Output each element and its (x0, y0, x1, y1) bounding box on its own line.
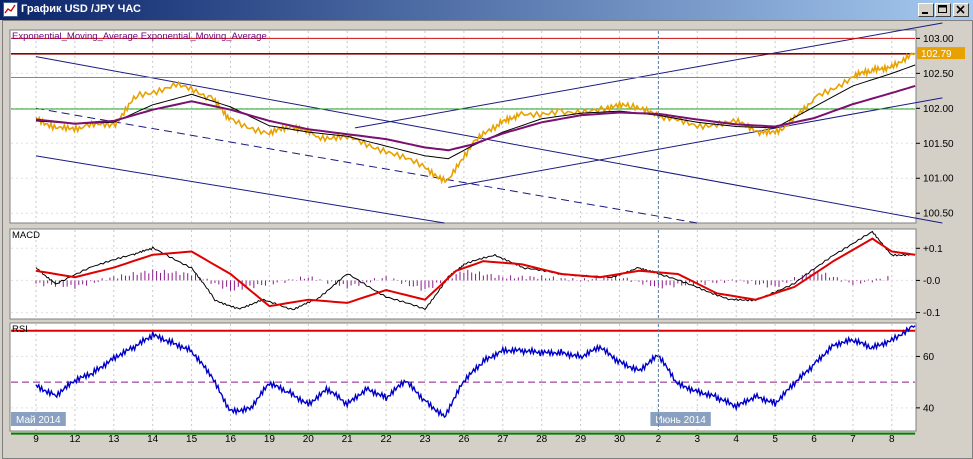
current-price-tag (917, 47, 965, 60)
maximize-icon (938, 5, 947, 13)
time-axis: 9 12 13 14 15 16 19 20 21 22 23 26 27 28 29 30 2 3 4 5 6 7 8Ма… (11, 31, 895, 445)
window-title: График USD /JPY ЧАС (21, 3, 141, 15)
close-button[interactable] (953, 3, 969, 17)
x-tick-label: 5 (772, 434, 778, 445)
x-tick-label: 19 (264, 434, 276, 445)
x-tick-label: 15 (186, 434, 198, 445)
x-tick-label: 29 (575, 434, 587, 445)
x-tick-label: 21 (342, 434, 354, 445)
title-bar: График USD /JPY ЧАС (0, 0, 973, 20)
rsi-label: RSI (12, 324, 28, 335)
x-tick-label: 27 (497, 434, 509, 445)
macd-label: MACD (12, 230, 40, 241)
x-tick-label: 23 (419, 434, 431, 445)
x-tick-label: 16 (225, 434, 237, 445)
value-axes: 103.00 102.50 102.00 101.50 101.00 100.50 +0.1… (916, 34, 965, 414)
trend-line (354, 22, 943, 129)
maximize-button[interactable] (935, 3, 951, 17)
x-tick-label: 4 (733, 434, 739, 445)
rsi-panel[interactable]: RSI (9, 322, 917, 435)
y-tick-label: 102.00 (923, 104, 954, 115)
trend-line (448, 97, 943, 188)
x-tick-label: 7 (850, 434, 856, 445)
macd-panel-bg (9, 228, 917, 320)
ema-fast-line (35, 64, 916, 160)
trend-line (35, 155, 445, 224)
y-tick-label: 101.00 (923, 174, 954, 185)
macd-panel[interactable]: MACD (9, 228, 917, 320)
y-tick-label: 101.50 (923, 139, 954, 150)
y-tick-label: +0.1 (923, 244, 943, 255)
x-tick-label: 6 (811, 434, 817, 445)
minimize-icon (922, 12, 928, 14)
y-tick-label: -0.0 (923, 276, 941, 287)
month-label-bg (650, 412, 711, 426)
ema-slow-line (35, 84, 916, 152)
close-icon (956, 5, 965, 14)
price-panel-bg (9, 29, 917, 224)
minimize-button[interactable] (918, 3, 934, 17)
x-tick-label: 20 (303, 434, 315, 445)
x-tick-label: 3 (695, 434, 701, 445)
x-tick-label: 14 (147, 434, 159, 445)
trend-line (35, 56, 943, 224)
y-tick-label: 40 (923, 403, 935, 414)
x-tick-label: 2 (656, 434, 662, 445)
x-tick-label: 12 (69, 434, 81, 445)
y-tick-label: 100.50 (923, 209, 954, 220)
y-tick-label: 103.00 (923, 34, 954, 45)
macd-signal-line (35, 237, 916, 308)
x-tick-label: 28 (536, 434, 548, 445)
x-tick-label: 26 (458, 434, 470, 445)
x-tick-label: 9 (33, 434, 39, 445)
price-panel[interactable]: Exponential_Moving_Average Exponential_M… (9, 22, 943, 224)
y-tick-label: 60 (923, 352, 935, 363)
rsi-line (35, 325, 916, 419)
chart-window-icon (3, 2, 18, 17)
indicator-label: Exponential_Moving_Average Exponential_M… (12, 31, 267, 42)
month-label: Май 2014 (16, 415, 61, 426)
y-tick-label: -0.1 (923, 308, 941, 319)
chart-area: Exponential_Moving_Average Exponential_M… (9, 22, 965, 445)
x-tick-label: 22 (381, 434, 393, 445)
month-label-bg (11, 412, 66, 426)
x-tick-label: 8 (889, 434, 895, 445)
x-tick-label: 13 (108, 434, 120, 445)
month-label: Июнь 2014 (655, 415, 706, 426)
x-tick-label: 30 (614, 434, 626, 445)
current-price-label: 102.79 (921, 49, 952, 60)
trend-line (35, 107, 698, 224)
y-tick-label: 102.50 (923, 69, 954, 80)
